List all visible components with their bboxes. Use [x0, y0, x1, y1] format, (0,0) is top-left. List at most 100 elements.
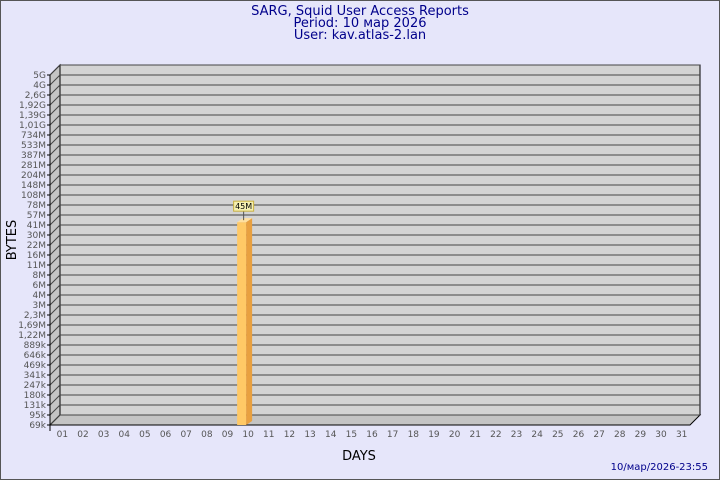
x-tick-label: 13	[304, 430, 315, 440]
chart-period: Period: 10 мар 2026	[293, 16, 427, 31]
y-tick-label: 646k	[24, 351, 47, 361]
y-tick-label: 8M	[33, 271, 47, 281]
x-tick-label: 14	[325, 430, 337, 440]
gridline-side	[49, 134, 61, 146]
gridline-side	[49, 414, 61, 426]
x-tick-label: 17	[387, 430, 398, 440]
gridline-side	[49, 314, 61, 326]
x-tick-label: 07	[180, 430, 191, 440]
x-tick-label: 16	[366, 430, 378, 440]
chart-title: SARG, Squid User Access Reports	[251, 4, 469, 19]
y-tick-label: 734M	[21, 131, 46, 141]
y-tick-label: 341k	[24, 371, 47, 381]
y-axis-label: BYTES	[5, 220, 20, 261]
gridline-side	[49, 214, 61, 226]
x-tick-label: 02	[77, 430, 88, 440]
gridline-side	[49, 194, 61, 206]
y-tick-label: 30M	[27, 231, 46, 241]
floor	[48, 414, 702, 426]
gridline-side	[49, 104, 61, 116]
y-tick-label: 41M	[27, 221, 46, 231]
x-tick-label: 03	[98, 430, 109, 440]
x-tick-label: 12	[284, 430, 295, 440]
gridline-side	[49, 74, 61, 86]
back-wall	[59, 64, 701, 416]
x-tick-label: 15	[346, 430, 357, 440]
x-tick-label: 06	[160, 430, 172, 440]
gridline-side	[49, 374, 61, 386]
gridline-side	[49, 254, 61, 266]
x-tick-label: 26	[573, 430, 585, 440]
gridline-side	[49, 324, 61, 336]
gridline-side	[49, 384, 61, 396]
x-tick-label: 27	[593, 430, 604, 440]
gridline-side	[49, 264, 61, 276]
gridline-side	[49, 304, 61, 316]
y-tick-label: 4M	[33, 291, 47, 301]
gridline-side	[49, 234, 61, 246]
gridline-side	[49, 64, 61, 76]
side-wall	[49, 63, 61, 427]
y-tick-label: 11M	[27, 261, 46, 271]
gridline-side	[49, 394, 61, 406]
y-tick-label: 4G	[33, 81, 46, 91]
y-tick-label: 2,3M	[24, 311, 46, 321]
x-tick-label: 10	[242, 430, 254, 440]
gridline-side	[49, 404, 61, 416]
x-tick-label: 09	[222, 430, 234, 440]
y-tick-label: 180k	[24, 391, 47, 401]
x-tick-label: 28	[614, 430, 626, 440]
y-tick-label: 95k	[29, 411, 46, 421]
y-tick-label: 6M	[33, 281, 47, 291]
x-tick-label: 01	[57, 430, 68, 440]
x-tick-label: 11	[263, 430, 274, 440]
gridline-side	[49, 124, 61, 136]
y-tick-label: 1,69M	[18, 321, 46, 331]
bar-side	[246, 218, 253, 425]
bar-top	[237, 218, 253, 223]
y-tick-label: 1,22M	[18, 331, 46, 341]
x-tick-label: 21	[469, 430, 480, 440]
gridline-side	[49, 364, 61, 376]
x-tick-label: 20	[449, 430, 461, 440]
x-axis-label: DAYS	[342, 449, 376, 464]
y-tick-label: 16M	[27, 251, 46, 261]
chart-user: User: kav.atlas-2.lan	[293, 28, 427, 43]
x-tick-label: 23	[511, 430, 522, 440]
footer-timestamp: 10/мар/2026-23:55	[611, 462, 708, 473]
y-tick-label: 108M	[21, 191, 46, 201]
y-tick-label: 69k	[29, 421, 46, 431]
y-tick-label: 22M	[27, 241, 46, 251]
x-tick-label: 04	[119, 430, 131, 440]
bar-value-label: 45M	[235, 202, 252, 211]
x-tick-label: 29	[635, 430, 647, 440]
y-tick-label: 469k	[24, 361, 47, 371]
y-tick-label: 387M	[21, 151, 46, 161]
gridline-side	[49, 164, 61, 176]
gridline-side	[49, 114, 61, 126]
y-tick-label: 533M	[21, 141, 46, 151]
y-tick-label: 1,01G	[19, 121, 46, 131]
gridline-side	[49, 274, 61, 286]
gridline-side	[49, 284, 61, 296]
x-tick-label: 08	[201, 430, 213, 440]
y-tick-label: 1,39G	[19, 111, 46, 121]
gridline-side	[49, 244, 61, 256]
x-tick-label: 25	[552, 430, 563, 440]
bar-value-label-box	[233, 200, 255, 212]
gridline-side	[49, 94, 61, 106]
gridline-side	[49, 154, 61, 166]
y-tick-label: 2,6G	[25, 91, 46, 101]
y-tick-label: 57M	[27, 211, 46, 221]
x-tick-label: 31	[676, 430, 687, 440]
y-tick-label: 204M	[21, 171, 46, 181]
x-tick-label: 18	[408, 430, 420, 440]
gridline-side	[49, 354, 61, 366]
y-tick-label: 3M	[33, 301, 47, 311]
y-tick-label: 131k	[24, 401, 47, 411]
gridline-side	[49, 204, 61, 216]
gridline-side	[49, 294, 61, 306]
x-tick-label: 19	[428, 430, 440, 440]
gridline-side	[49, 84, 61, 96]
